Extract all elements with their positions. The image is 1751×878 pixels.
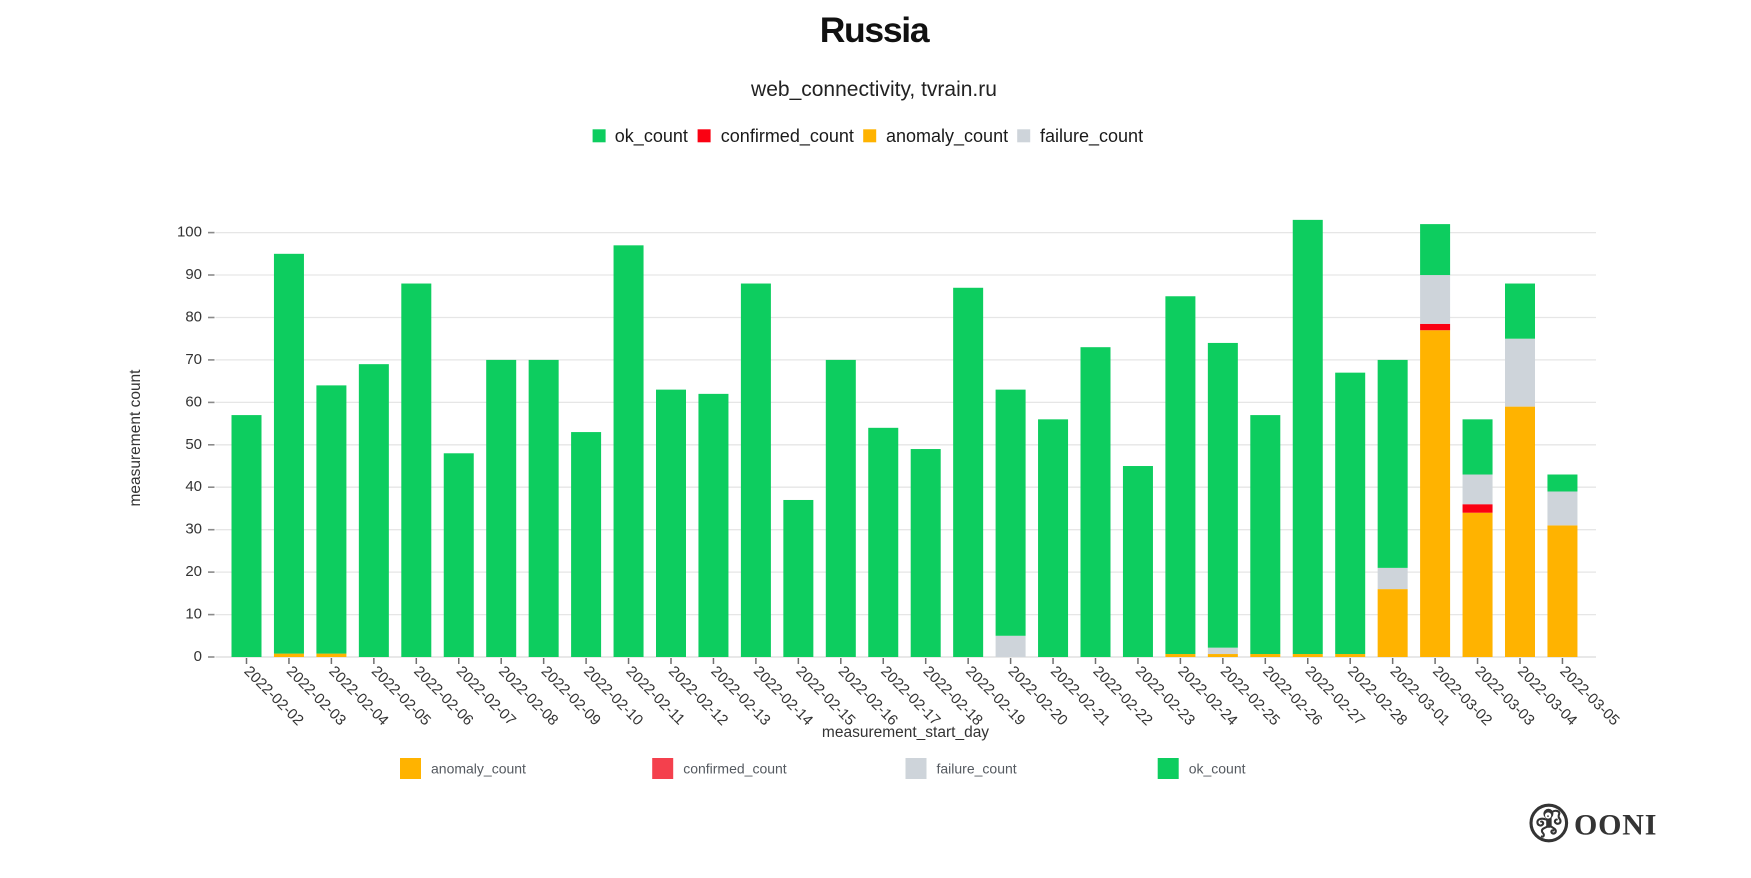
svg-text:confirmed_count: confirmed_count: [683, 761, 787, 777]
svg-text:100: 100: [177, 224, 202, 241]
svg-text:OONI: OONI: [1574, 809, 1657, 842]
svg-text:20: 20: [185, 563, 202, 580]
svg-text:failure_count: failure_count: [937, 761, 1017, 777]
svg-text:10: 10: [185, 606, 202, 623]
svg-text:anomaly_count: anomaly_count: [886, 126, 1008, 147]
svg-text:70: 70: [185, 351, 202, 368]
svg-text:failure_count: failure_count: [1040, 126, 1143, 147]
svg-text:confirmed_count: confirmed_count: [721, 126, 854, 147]
svg-text:ok_count: ok_count: [615, 126, 688, 147]
svg-text:anomaly_count: anomaly_count: [431, 761, 526, 777]
svg-text:50: 50: [185, 436, 202, 453]
svg-text:60: 60: [185, 393, 202, 410]
svg-text:measurement count: measurement count: [127, 369, 144, 507]
svg-text:80: 80: [185, 309, 202, 326]
svg-text:Russia: Russia: [820, 10, 930, 50]
svg-text:measurement_start_day: measurement_start_day: [822, 724, 989, 741]
svg-text:ok_count: ok_count: [1189, 761, 1246, 777]
svg-text:90: 90: [185, 266, 202, 283]
svg-text:30: 30: [185, 521, 202, 538]
svg-text:40: 40: [185, 478, 202, 495]
svg-text:0: 0: [194, 648, 202, 665]
svg-text:web_connectivity, tvrain.ru: web_connectivity, tvrain.ru: [750, 78, 997, 101]
